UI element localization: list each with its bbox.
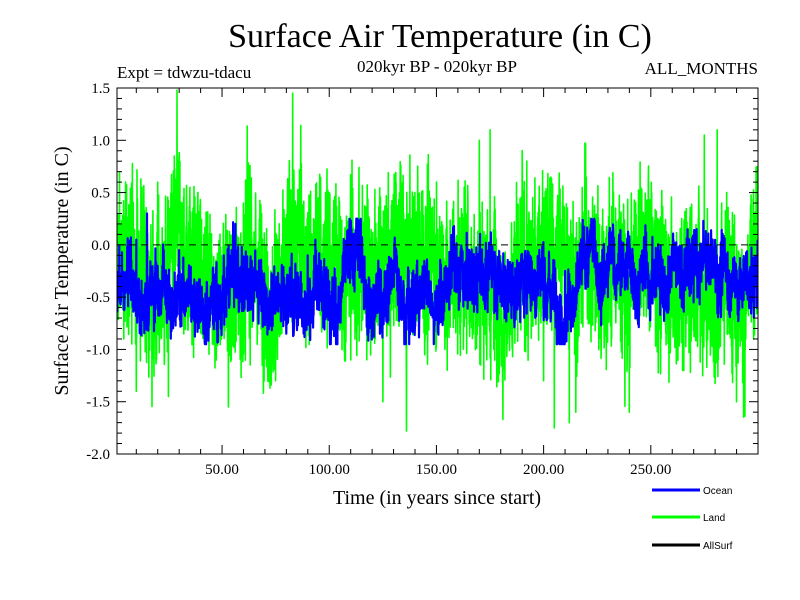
y-tick-label: 1.0 xyxy=(91,133,110,149)
chart-title: Surface Air Temperature (in C) xyxy=(228,18,652,55)
x-tick-label: 250.00 xyxy=(630,462,671,478)
x-tick-label: 50.00 xyxy=(205,462,239,478)
y-tick-label: 0.5 xyxy=(91,186,110,202)
x-axis-label: Time (in years since start) xyxy=(333,487,541,509)
legend-label-land: Land xyxy=(703,513,725,524)
y-tick-label: 1.5 xyxy=(91,81,110,97)
y-axis-label: Surface Air Temperature (in C) xyxy=(51,146,73,395)
legend: Ocean Land AllSurf xyxy=(652,486,733,552)
period-label: 020kyr BP - 020kyr BP xyxy=(357,57,517,76)
plot-frame xyxy=(116,87,759,455)
x-tick-label: 150.00 xyxy=(416,462,457,478)
experiment-label: Expt = tdwzu-tdacu xyxy=(117,63,252,82)
y-tick-label: -1.5 xyxy=(86,395,110,411)
x-tick-label: 200.00 xyxy=(523,462,564,478)
y-tick-label: -1.0 xyxy=(86,342,110,358)
y-tick-label: -2.0 xyxy=(86,447,110,463)
legend-label-allsurf: AllSurf xyxy=(703,541,733,552)
series-line-ocean xyxy=(117,212,758,346)
y-tick-label: 0.0 xyxy=(91,238,110,254)
x-tick-label: 100.00 xyxy=(309,462,350,478)
legend-label-ocean: Ocean xyxy=(703,486,732,497)
months-label: ALL_MONTHS xyxy=(645,59,758,78)
series-layer xyxy=(117,89,758,432)
y-tick-label: -0.5 xyxy=(86,290,110,306)
axis-layer: 50.00 100.00 150.00 200.00 250.00 1.5 1.0 0.5 0.… xyxy=(86,81,758,478)
